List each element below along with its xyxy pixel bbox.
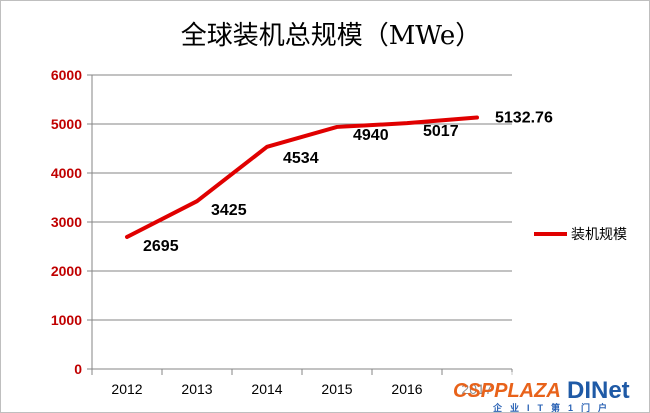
legend: 装机规模: [534, 227, 627, 243]
data-point: [335, 125, 339, 129]
watermark-backdrop: [449, 372, 649, 412]
data-point: [195, 199, 199, 203]
data-label: 3425: [211, 202, 247, 219]
watermark-dinet: DINet: [567, 377, 630, 404]
data-label: 5017: [423, 123, 459, 140]
data-labels: 2695 3425 4534 4940 5017 5132.76: [143, 109, 553, 254]
y-tick-label: 0: [74, 361, 82, 377]
y-tick-label: 1000: [51, 312, 82, 328]
data-point: [265, 145, 269, 149]
gridlines: [92, 74, 512, 321]
data-label: 5132.76: [495, 109, 553, 126]
y-tick-label: 3000: [51, 214, 82, 230]
watermark-cspplaza: CSPPLAZA: [453, 380, 561, 402]
x-tick-label: 2016: [391, 381, 422, 397]
x-tick-label: 2014: [251, 381, 282, 397]
legend-label: 装机规模: [571, 227, 627, 243]
y-tick-label: 6000: [51, 67, 82, 83]
data-point: [125, 235, 129, 239]
data-label: 2695: [143, 238, 179, 255]
axes: 0 1000 2000 3000 4000 5000 6000 2012 2013 2014 201…: [51, 67, 513, 397]
data-point: [475, 115, 479, 119]
data-label: 4940: [353, 127, 389, 144]
x-tick-label: 2015: [321, 381, 352, 397]
series-line: [125, 115, 479, 239]
y-tick-label: 2000: [51, 263, 82, 279]
x-tick-label: 2012: [111, 381, 142, 397]
data-label: 4534: [283, 150, 319, 167]
y-tick-label: 4000: [51, 165, 82, 181]
series-layer: [125, 115, 479, 239]
watermark-tagline: 企业IT第1门户: [492, 402, 615, 412]
x-tick-label: 2013: [181, 381, 212, 397]
data-point: [405, 121, 409, 125]
y-tick-label: 5000: [51, 116, 82, 132]
chart-title: 全球装机总规模（MWe）: [181, 21, 482, 51]
